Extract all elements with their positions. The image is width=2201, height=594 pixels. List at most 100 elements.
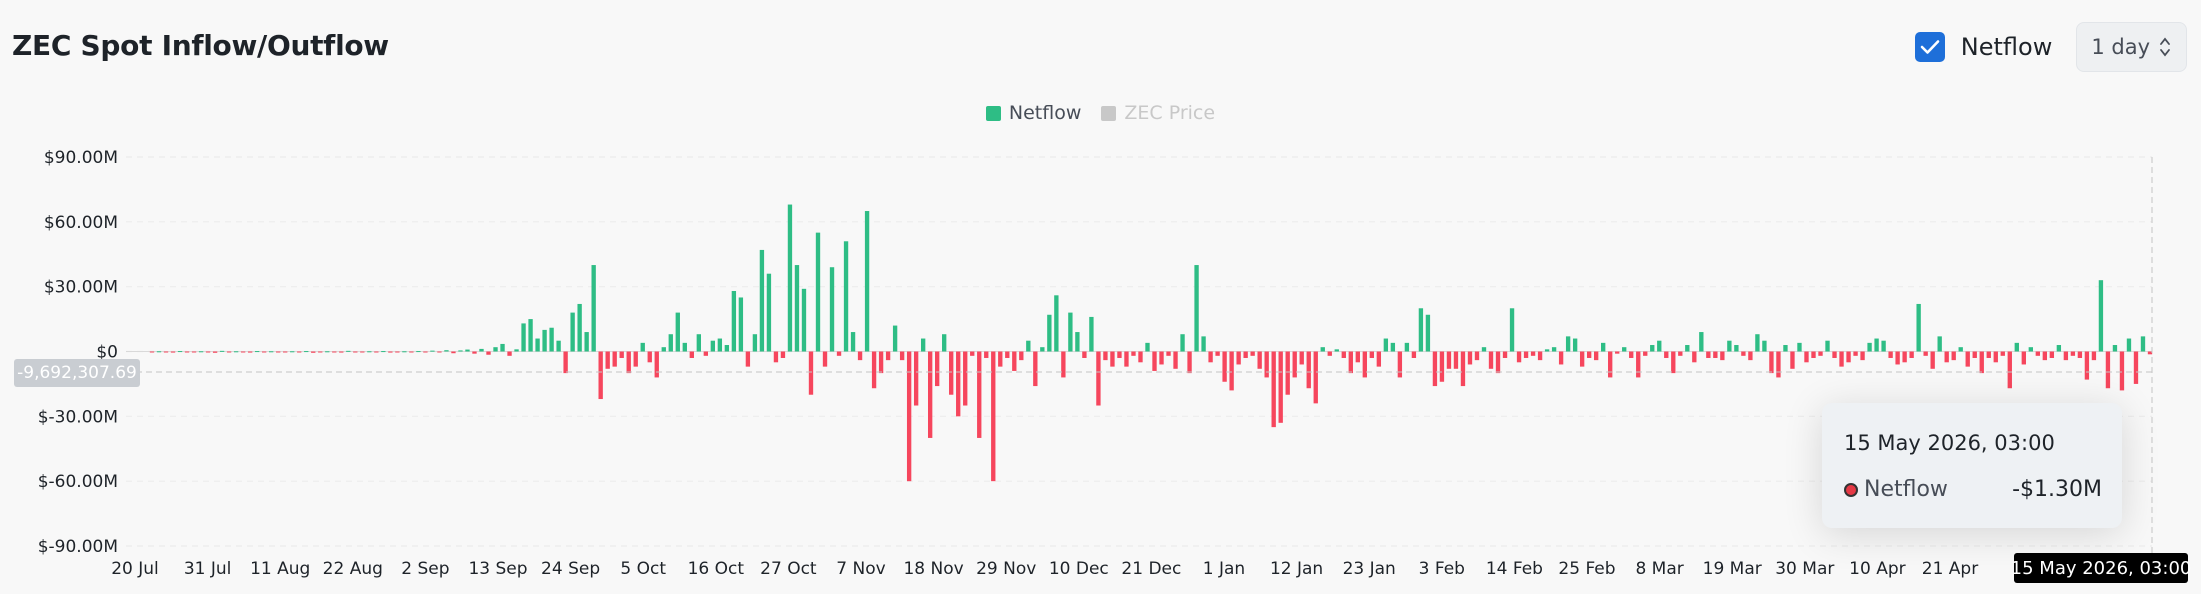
netflow-bar: [1895, 351, 1900, 365]
netflow-bar: [269, 351, 274, 353]
netflow-bar: [745, 351, 751, 367]
netflow-bar: [1523, 351, 1529, 358]
netflow-bar: [970, 351, 975, 356]
x-tick-label: 29 Nov: [976, 559, 1036, 579]
netflow-bar: [1404, 342, 1410, 352]
netflow-bar: [1243, 351, 1248, 358]
netflow-bar: [808, 351, 814, 395]
x-tick-label: 27 Oct: [760, 559, 817, 579]
netflow-bar: [479, 348, 484, 352]
netflow-bar: [318, 351, 323, 353]
x-tick-label: 10 Dec: [1049, 559, 1109, 579]
netflow-bar: [458, 350, 463, 352]
tooltip-series-name: Netflow: [1864, 477, 1948, 502]
netflow-bar: [1390, 342, 1396, 352]
netflow-bar: [430, 350, 435, 352]
netflow-bar: [542, 329, 547, 352]
netflow-bar: [1902, 351, 1907, 363]
netflow-bar: [1173, 351, 1178, 369]
netflow-bar: [2119, 351, 2125, 391]
netflow-bar: [1558, 351, 1564, 365]
netflow-bar: [829, 267, 835, 352]
netflow-bar: [822, 351, 828, 367]
x-tick-label: 3 Feb: [1419, 559, 1465, 579]
netflow-bar: [1236, 351, 1241, 365]
netflow-bar: [836, 351, 842, 356]
netflow-bar: [1187, 351, 1192, 374]
netflow-bar: [1706, 351, 1711, 358]
netflow-bar: [1853, 351, 1858, 356]
netflow-bar: [205, 351, 211, 353]
netflow-bar: [388, 351, 393, 353]
legend-swatch-netflow: [985, 105, 1001, 121]
netflow-bar: [149, 351, 155, 353]
x-tick-label: 8 Mar: [1635, 559, 1683, 579]
netflow-bar: [913, 351, 919, 406]
netflow-bar: [717, 338, 723, 352]
netflow-bar: [935, 351, 940, 387]
netflow-bar: [219, 350, 225, 352]
netflow-bar: [276, 351, 281, 353]
netflow-bar: [1152, 351, 1157, 371]
netflow-bar: [1033, 351, 1038, 387]
x-tick-label: 10 Apr: [1849, 559, 1905, 579]
netflow-bar: [535, 338, 540, 352]
netflow-bar: [1615, 351, 1620, 354]
legend-item-netflow[interactable]: Netflow: [985, 102, 1081, 124]
netflow-bar: [1944, 351, 1949, 363]
netflow-bar: [233, 351, 239, 353]
netflow-bar: [1867, 342, 1872, 352]
netflow-bar: [1166, 351, 1171, 356]
netflow-bar: [1601, 342, 1606, 352]
netflow-bar: [1530, 351, 1536, 356]
netflow-toggle-label[interactable]: Netflow: [1960, 33, 2053, 61]
netflow-bar: [163, 351, 169, 353]
netflow-bar: [556, 340, 561, 352]
netflow-bar: [2063, 351, 2069, 361]
netflow-bar: [731, 290, 737, 352]
y-tick-label: $-90.00M: [38, 537, 118, 557]
netflow-bar: [381, 351, 386, 353]
netflow-bar: [1012, 351, 1017, 371]
netflow-bar: [2021, 351, 2026, 365]
netflow-bar: [339, 351, 344, 353]
netflow-bar: [766, 273, 772, 352]
netflow-bar: [2000, 351, 2005, 356]
x-tick-label: 14 Feb: [1486, 559, 1543, 579]
netflow-bar: [1026, 340, 1031, 352]
netflow-bar: [2133, 351, 2139, 384]
netflow-bar: [1881, 340, 1886, 352]
netflow-bar: [1664, 351, 1669, 358]
netflow-bar: [1755, 334, 1760, 352]
netflow-bar: [1551, 347, 1557, 352]
netflow-bar: [626, 351, 631, 374]
netflow-bar: [857, 351, 863, 361]
crosshair-y-label: -9,692,307.69: [14, 359, 140, 387]
chart-controls: Netflow 1 day: [1914, 22, 2187, 72]
netflow-bar: [787, 204, 793, 352]
netflow-bar: [1292, 351, 1297, 378]
netflow-bar: [605, 351, 610, 369]
updown-chevron-icon: [2160, 37, 2170, 57]
netflow-bar: [1509, 308, 1515, 352]
interval-select[interactable]: 1 day: [2076, 22, 2187, 72]
netflow-bar: [1516, 351, 1522, 363]
netflow-bar: [1271, 351, 1276, 428]
netflow-bar: [612, 351, 617, 367]
legend-item-price[interactable]: ZEC Price: [1101, 102, 1215, 124]
netflow-bar: [1383, 338, 1389, 352]
netflow-checkbox[interactable]: [1914, 32, 1945, 62]
y-tick-label: $60.00M: [44, 213, 118, 233]
netflow-bar: [1145, 342, 1150, 352]
netflow-bar: [1411, 351, 1417, 358]
netflow-bar: [1019, 351, 1024, 361]
netflow-bar: [1825, 340, 1830, 352]
netflow-bar: [451, 351, 456, 354]
netflow-bar: [2147, 351, 2153, 355]
netflow-bar: [661, 347, 666, 352]
netflow-bar: [1839, 351, 1844, 367]
netflow-bar: [878, 351, 884, 374]
y-tick-label: $90.00M: [44, 148, 118, 168]
checkmark-icon: [1920, 40, 1940, 54]
